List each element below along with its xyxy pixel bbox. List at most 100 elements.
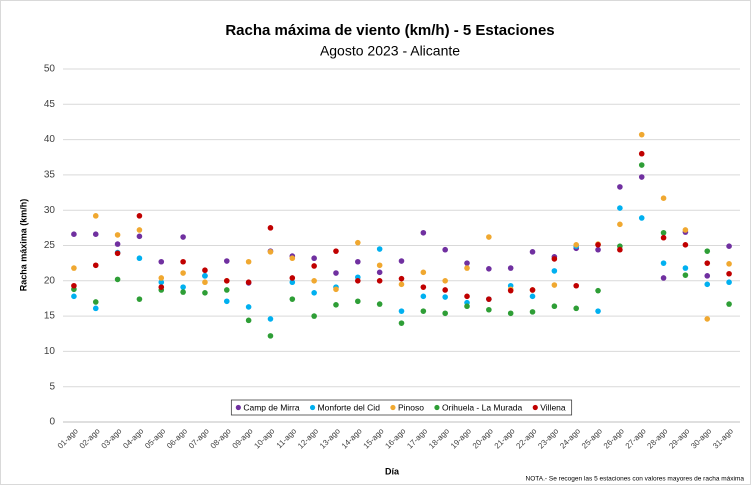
point — [507, 265, 514, 271]
legend-label: Camp de Mirra — [243, 402, 299, 412]
legend-marker — [235, 404, 241, 411]
point — [464, 265, 470, 271]
point — [333, 270, 339, 276]
point — [398, 258, 405, 264]
point — [442, 278, 448, 284]
point — [289, 255, 296, 262]
point — [486, 234, 492, 240]
y-tick-label: 35 — [44, 170, 56, 181]
point — [202, 267, 208, 274]
legend-label: Monforte del Cid — [318, 402, 381, 412]
point — [704, 248, 711, 254]
point — [529, 249, 536, 255]
point — [376, 278, 383, 284]
y-tick-label: 40 — [44, 134, 56, 145]
legend-marker — [309, 404, 316, 411]
y-tick-label: 10 — [44, 346, 56, 357]
point — [355, 278, 361, 284]
point — [267, 225, 274, 231]
point — [464, 293, 470, 300]
point — [398, 308, 405, 314]
point — [704, 316, 711, 322]
point — [180, 234, 186, 240]
point — [486, 265, 492, 272]
point — [311, 263, 317, 269]
point — [245, 258, 252, 265]
point — [158, 258, 165, 265]
point — [573, 305, 580, 312]
point — [223, 278, 230, 284]
legend-marker — [532, 404, 538, 411]
point — [223, 258, 230, 264]
point — [202, 290, 208, 296]
point — [398, 281, 405, 288]
point — [136, 233, 143, 240]
point — [114, 241, 121, 247]
point — [92, 299, 99, 305]
point — [92, 305, 99, 312]
point — [595, 246, 601, 253]
point — [71, 282, 77, 289]
point — [245, 317, 252, 324]
point — [638, 162, 645, 168]
point — [267, 249, 274, 255]
legend-marker — [434, 404, 440, 411]
point — [617, 221, 623, 228]
point — [682, 227, 689, 233]
point — [442, 246, 448, 253]
point — [726, 301, 732, 307]
point — [420, 284, 427, 290]
point — [529, 287, 536, 293]
point — [289, 279, 296, 286]
legend-label: Villena — [540, 402, 566, 412]
point — [660, 234, 667, 241]
y-tick-label: 20 — [44, 275, 56, 286]
point — [158, 284, 165, 290]
point — [464, 303, 470, 310]
point — [726, 261, 732, 267]
point — [223, 298, 230, 305]
point — [617, 205, 623, 211]
point — [289, 275, 296, 281]
x-axis-title: Día — [385, 466, 400, 476]
point — [333, 286, 339, 293]
point — [376, 246, 383, 252]
point — [333, 248, 339, 254]
point — [660, 229, 667, 236]
point — [682, 265, 689, 271]
chart-subtitle: Agosto 2023 - Alicante — [320, 43, 460, 59]
point — [726, 270, 732, 277]
point — [311, 278, 317, 284]
point — [486, 296, 492, 302]
point — [376, 262, 383, 269]
point — [638, 174, 645, 180]
point — [202, 279, 208, 286]
point — [92, 213, 99, 219]
point — [355, 239, 361, 246]
point — [420, 269, 427, 276]
y-tick-label: 15 — [44, 311, 56, 322]
y-tick-label: 25 — [44, 240, 56, 251]
point — [660, 275, 667, 281]
point — [92, 231, 99, 238]
point — [551, 256, 558, 262]
y-tick-label: 30 — [44, 205, 56, 216]
y-tick-label: 5 — [49, 381, 55, 392]
point — [420, 308, 427, 314]
point — [114, 232, 121, 238]
point — [355, 298, 361, 305]
point — [136, 227, 143, 233]
y-tick-label: 0 — [49, 417, 55, 428]
point — [223, 287, 230, 293]
point — [529, 309, 536, 315]
point — [529, 293, 536, 300]
point — [442, 310, 448, 317]
point — [660, 195, 667, 201]
point — [507, 287, 514, 294]
point — [376, 269, 383, 276]
point — [442, 287, 448, 293]
point — [573, 282, 580, 289]
point — [158, 279, 165, 286]
point — [311, 290, 317, 296]
